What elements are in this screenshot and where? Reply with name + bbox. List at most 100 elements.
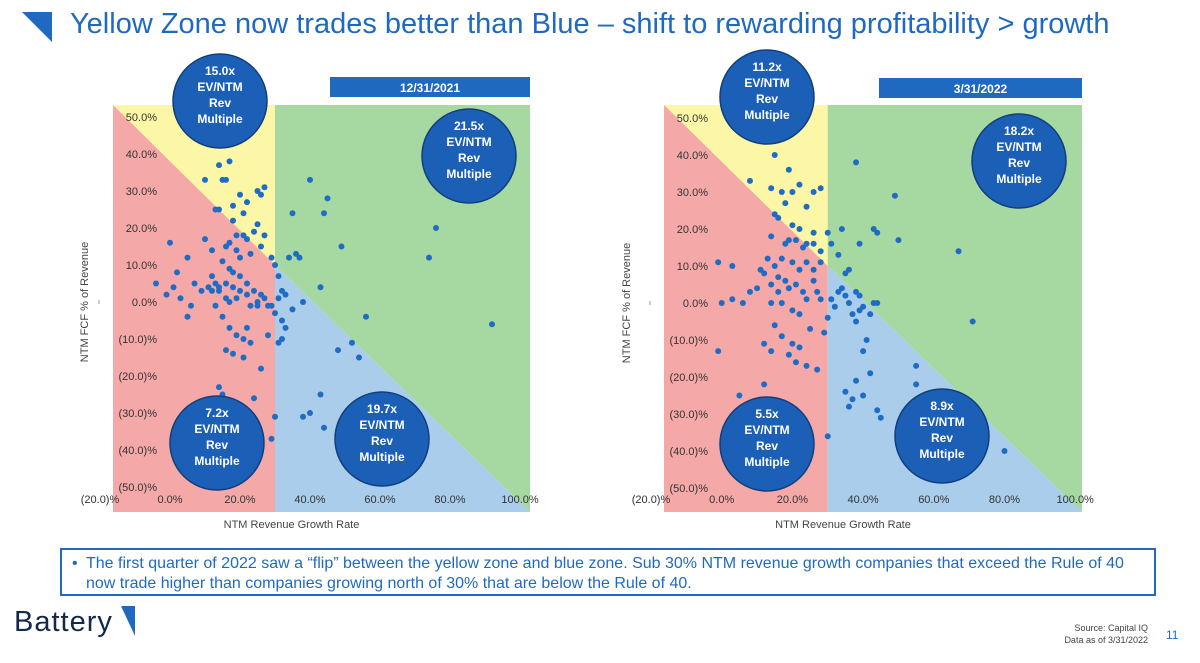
data-point: [349, 339, 355, 346]
zone-yellow: [664, 105, 828, 266]
x-tick-label: 0.0%: [709, 494, 734, 506]
y-tick-label: (50.0)%: [669, 483, 708, 495]
data-point: [251, 228, 257, 235]
bubble-circle: [719, 49, 815, 145]
x-axis-title: NTM Revenue Growth Rate: [775, 519, 911, 531]
data-point: [261, 232, 268, 239]
data-point: [810, 229, 817, 236]
page-number: 11: [1166, 628, 1179, 642]
key-takeaway-box: • The first quarter of 2022 saw a “flip”…: [60, 548, 1156, 596]
data-point: [768, 233, 775, 240]
data-point: [324, 195, 331, 202]
data-point: [261, 184, 268, 191]
y-tick-label: (10.0)%: [118, 334, 157, 346]
data-point: [258, 243, 264, 250]
bubble-multiple-label: Rev: [756, 439, 778, 453]
data-point: [835, 251, 842, 258]
data-point: [771, 211, 778, 218]
data-point: [853, 318, 860, 325]
data-point: [824, 433, 831, 440]
data-point: [849, 396, 856, 403]
source-line: Source: Capital IQ: [1074, 623, 1148, 633]
data-point: [338, 243, 345, 250]
data-point: [258, 191, 264, 198]
data-point: [247, 302, 254, 309]
x-tick-label: 80.0%: [989, 494, 1020, 506]
data-point: [198, 287, 205, 294]
title-corner-mark: [22, 12, 52, 42]
data-point: [761, 340, 768, 347]
data-point: [268, 435, 275, 442]
data-point: [188, 302, 194, 309]
data-point: [433, 225, 439, 231]
slide-title: Yellow Zone now trades better than Blue …: [70, 8, 1110, 40]
data-point: [233, 247, 240, 254]
date-box: [879, 78, 1082, 98]
data-point: [1001, 448, 1008, 454]
bubble-multiple-label: Rev: [931, 431, 953, 445]
data-point: [317, 391, 324, 398]
data-point: [746, 288, 753, 295]
bubble-multiple-value: 11.2x: [752, 60, 782, 74]
data-point: [251, 287, 257, 294]
data-point: [842, 388, 849, 395]
bubble-multiple-value: 15.0x: [205, 64, 235, 78]
data-point: [233, 232, 240, 239]
data-point: [247, 339, 254, 346]
data-point: [814, 288, 821, 295]
key-takeaway-text: The first quarter of 2022 saw a “flip” b…: [86, 555, 1124, 592]
data-point: [768, 300, 775, 306]
data-point: [824, 229, 831, 236]
data-point: [785, 285, 792, 292]
data-point: [184, 254, 191, 261]
data-point: [778, 333, 785, 340]
data-point: [814, 366, 821, 373]
bubble-multiple-value: 7.2x: [205, 406, 229, 420]
bubble-multiple-label: Rev: [1008, 156, 1030, 170]
y-tick-label: (30.0)%: [118, 408, 157, 420]
data-point: [233, 295, 240, 302]
data-point: [202, 236, 208, 243]
data-point: [489, 321, 495, 328]
data-point: [856, 240, 863, 247]
data-points: [715, 152, 1008, 454]
data-point: [167, 239, 173, 246]
source-note: Source: Capital IQ Data as of 3/31/2022: [1064, 622, 1148, 646]
y-axis-title: NTM FCF % of Revenue: [79, 242, 91, 362]
data-point: [754, 285, 761, 292]
data-point: [223, 176, 229, 183]
bubble-multiple-value: 18.2x: [1004, 124, 1034, 138]
data-point: [860, 392, 867, 399]
data-point: [209, 247, 215, 254]
data-point: [230, 350, 236, 357]
data-point: [282, 324, 289, 331]
data-point: [209, 273, 215, 280]
bubble-multiple-label: Multiple: [744, 108, 790, 122]
data-point: [300, 299, 306, 305]
data-point: [268, 254, 275, 261]
data-point: [768, 185, 775, 192]
data-point: [184, 313, 191, 320]
data-point: [729, 296, 736, 303]
x-tick-label: 80.0%: [434, 494, 465, 506]
data-point: [789, 340, 796, 347]
data-point: [803, 203, 810, 210]
x-tick-label: 100.0%: [501, 494, 539, 506]
bubble-multiple-label: Rev: [371, 434, 393, 448]
bubble-multiple-label: Multiple: [446, 167, 492, 181]
data-point: [874, 300, 881, 306]
data-point: [796, 266, 803, 273]
chart-1: 50.0% 40.0% 30.0% 20.0% 10.0% 0.0% (10.0)% (20.…: [79, 53, 539, 531]
y-tick-label: 10.0%: [677, 261, 708, 273]
data-point: [296, 254, 303, 261]
data-point: [913, 362, 920, 369]
data-point: [764, 255, 771, 262]
data-point: [771, 152, 778, 158]
data-point: [771, 322, 778, 329]
data-point: [803, 362, 810, 369]
bubble-circle: [894, 388, 990, 484]
bubble-multiple-label: EV/NTM: [996, 140, 1041, 154]
x-tick-label: 20.0%: [777, 494, 808, 506]
data-point: [240, 354, 247, 361]
data-point: [817, 185, 824, 192]
